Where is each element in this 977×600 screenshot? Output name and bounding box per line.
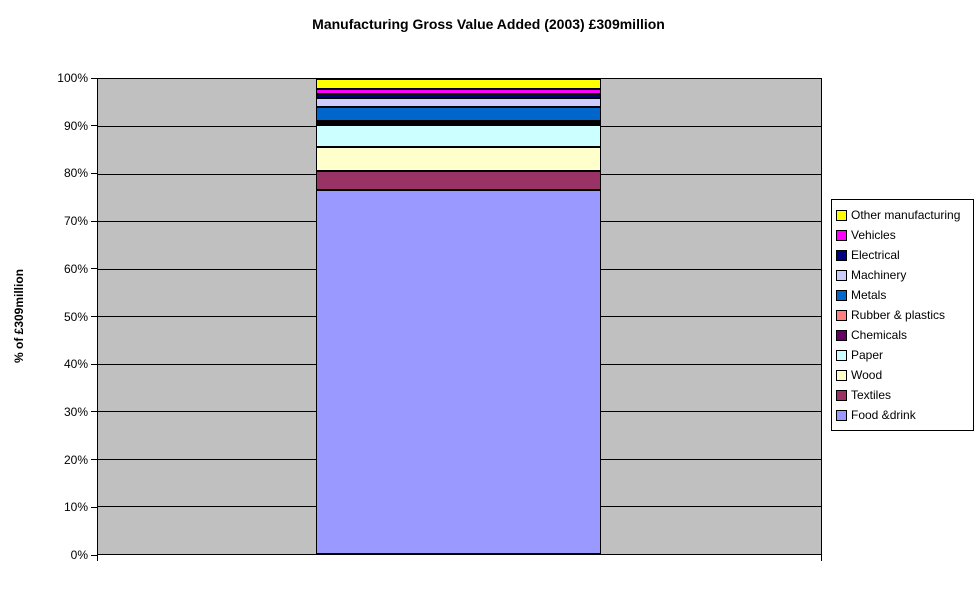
bar-segment: [316, 88, 601, 95]
y-tick-mark: [91, 172, 97, 174]
legend-item: Electrical: [836, 245, 970, 265]
legend-item: Machinery: [836, 265, 970, 285]
legend-swatch: [836, 389, 847, 401]
y-tick-label: 30%: [63, 404, 88, 419]
legend-label: Rubber & plastics: [851, 308, 946, 322]
bar-segment: [316, 79, 601, 89]
legend-item: Food &drink: [836, 405, 970, 425]
legend-label: Vehicles: [851, 228, 896, 242]
legend-label: Machinery: [851, 268, 907, 282]
bar-segment: [316, 121, 601, 124]
legend-item: Textiles: [836, 385, 970, 405]
y-tick-mark: [91, 411, 97, 413]
y-tick-label: 50%: [63, 309, 88, 324]
y-tick-label: 0%: [70, 548, 88, 562]
stacked-bar: [316, 79, 601, 555]
legend-label: Other manufacturing: [851, 208, 961, 222]
y-tick-mark: [91, 459, 97, 461]
legend-swatch: [836, 329, 847, 341]
legend-label: Textiles: [851, 388, 892, 402]
legend-label: Electrical: [851, 248, 900, 262]
legend-label: Paper: [851, 348, 884, 362]
y-tick-label: 20%: [63, 452, 88, 467]
legend-swatch: [836, 289, 847, 301]
bar-segment: [316, 171, 601, 191]
legend-swatch: [836, 209, 847, 221]
bar-segment: [316, 190, 601, 555]
bar-segment: [316, 98, 601, 107]
y-tick-label: 60%: [63, 261, 88, 276]
legend-item: Vehicles: [836, 225, 970, 245]
y-axis-tick-labels: 0% 10% 20% 30% 40% 50% 60% 70% 80% 90% 100%: [0, 71, 88, 562]
y-tick-mark: [91, 77, 97, 79]
legend-item: Rubber & plastics: [836, 305, 970, 325]
y-tick-mark: [91, 506, 97, 508]
y-tick-mark: [91, 125, 97, 127]
y-tick-label: 70%: [63, 214, 88, 229]
x-tick-mark: [97, 555, 98, 561]
legend-label: Chemicals: [851, 328, 908, 342]
y-tick-mark: [91, 268, 97, 270]
y-tick-label: 80%: [63, 166, 88, 181]
legend-label: Wood: [851, 368, 883, 382]
bar-segment: [316, 125, 601, 147]
y-tick-mark: [91, 316, 97, 317]
bar-segment: [316, 94, 601, 99]
legend-label: Metals: [851, 288, 887, 302]
legend-item: Chemicals: [836, 325, 970, 345]
chart-title: Manufacturing Gross Value Added (2003) £…: [312, 16, 665, 32]
legend-swatch: [836, 349, 847, 361]
legend-swatch: [836, 229, 847, 241]
y-tick-mark: [91, 220, 97, 222]
plot-area: [97, 78, 822, 555]
legend-swatch: [836, 269, 847, 281]
legend-item: Wood: [836, 365, 970, 385]
y-tick-label: 100%: [57, 71, 88, 85]
legend-swatch: [836, 249, 847, 261]
x-tick-mark: [821, 555, 822, 561]
legend-swatch: [836, 369, 847, 381]
legend-item: Paper: [836, 345, 970, 365]
bar-segment: [316, 146, 601, 172]
y-axis-tick-marks: [91, 77, 97, 556]
legend-swatch: [836, 409, 847, 421]
legend-label: Food &drink: [851, 408, 916, 422]
bar-segment: [316, 107, 601, 122]
y-tick-mark: [91, 363, 97, 365]
y-tick-label: 10%: [63, 500, 88, 515]
y-tick-label: 40%: [63, 357, 88, 372]
bar-segment: [316, 123, 601, 126]
y-tick-label: 90%: [63, 118, 88, 133]
y-tick-mark: [91, 554, 97, 556]
legend-item: Other manufacturing: [836, 205, 970, 225]
legend-swatch: [836, 309, 847, 321]
legend-item: Metals: [836, 285, 970, 305]
legend: Other manufacturing Vehicles Electrical Mac…: [831, 199, 974, 431]
